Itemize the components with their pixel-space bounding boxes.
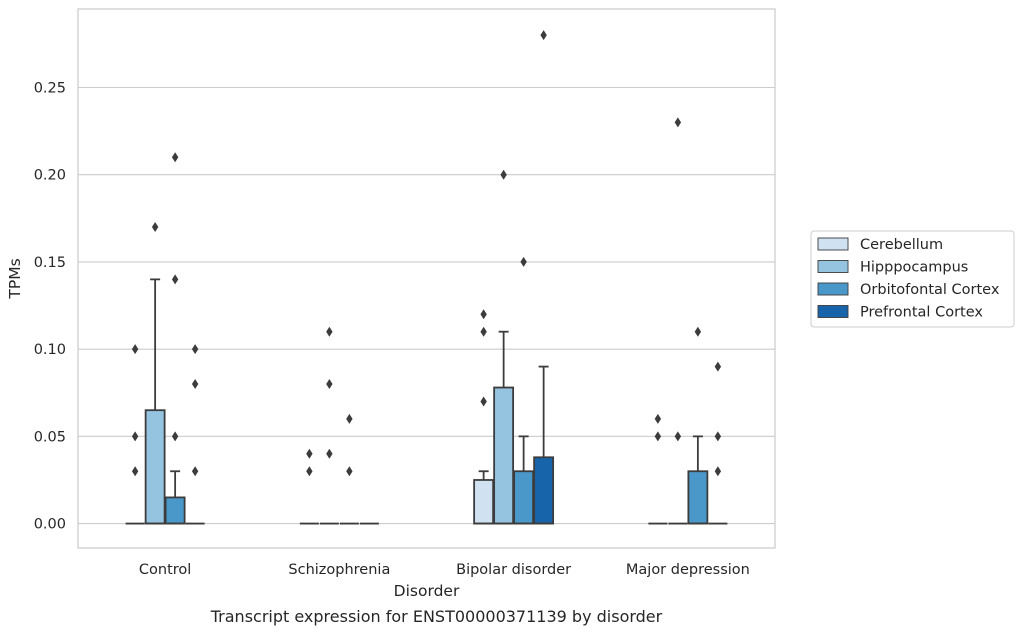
outlier-point bbox=[674, 431, 682, 442]
outlier-point bbox=[171, 152, 179, 163]
box-group bbox=[473, 309, 495, 525]
legend-swatch bbox=[817, 305, 849, 318]
outlier-point bbox=[131, 466, 139, 477]
box-group bbox=[125, 344, 145, 525]
outlier-point bbox=[306, 448, 313, 459]
y-tick-label: 0.25 bbox=[34, 80, 66, 96]
x-axis-label: Disorder bbox=[394, 582, 460, 600]
y-tick-labels: 0.00 0.05 0.10 0.15 0.20 0.25 bbox=[34, 80, 66, 532]
chart-caption: Transcript expression for ENST0000037113… bbox=[210, 607, 663, 626]
outlier-point bbox=[191, 379, 199, 390]
box bbox=[473, 479, 495, 525]
legend-label: Hipppocampus bbox=[860, 260, 968, 276]
outlier-point bbox=[171, 274, 179, 285]
box bbox=[493, 386, 515, 525]
box-group bbox=[299, 448, 319, 525]
x-tick-label: Major depression bbox=[626, 562, 750, 578]
outlier-point bbox=[654, 431, 662, 442]
x-tick-labels: Control Schizophrenia Bipolar disorder Majo… bbox=[139, 562, 750, 578]
box-group bbox=[648, 413, 668, 525]
outlier-point bbox=[654, 413, 662, 424]
legend-frame bbox=[810, 230, 1015, 328]
x-tick-label: Control bbox=[139, 562, 191, 578]
legend-swatch bbox=[817, 282, 849, 296]
y-axis-label: TPMs bbox=[6, 258, 24, 299]
outlier-point bbox=[674, 117, 682, 128]
box-group bbox=[668, 117, 688, 525]
box bbox=[687, 470, 709, 525]
outlier-point bbox=[346, 413, 353, 424]
box-group bbox=[533, 30, 555, 525]
box-group bbox=[687, 326, 709, 525]
outlier-point bbox=[694, 326, 702, 337]
box-group bbox=[185, 344, 205, 525]
legend-swatch bbox=[817, 260, 849, 273]
outlier-point bbox=[480, 309, 487, 320]
legend-label: Cerebellum bbox=[860, 237, 943, 253]
outlier-point bbox=[326, 448, 333, 459]
outlier-point bbox=[326, 326, 333, 337]
legend: Cerebellum Hipppocampus Orbitofontal Corte… bbox=[810, 230, 1015, 328]
box bbox=[533, 456, 555, 525]
box bbox=[144, 409, 166, 525]
box-group bbox=[493, 169, 515, 525]
outlier-point bbox=[714, 466, 722, 477]
legend-label: Orbitofontal Cortex bbox=[860, 282, 1000, 298]
outlier-point bbox=[540, 30, 547, 41]
outlier-point bbox=[346, 466, 353, 477]
outlier-point bbox=[714, 361, 722, 372]
box-group bbox=[339, 413, 359, 525]
box-group bbox=[144, 222, 166, 525]
y-tick-label: 0.20 bbox=[34, 168, 66, 184]
outlier-point bbox=[306, 466, 313, 477]
box-group bbox=[513, 256, 535, 525]
outlier-point bbox=[191, 466, 199, 477]
box bbox=[513, 470, 535, 525]
legend-label: Prefrontal Cortex bbox=[860, 305, 983, 321]
box-group bbox=[319, 326, 339, 525]
outlier-point bbox=[480, 326, 487, 337]
outlier-point bbox=[714, 431, 722, 442]
outlier-point bbox=[520, 256, 527, 267]
legend-swatch bbox=[817, 237, 849, 251]
box bbox=[164, 496, 186, 525]
y-tick-label: 0.00 bbox=[34, 517, 66, 533]
outlier-point bbox=[326, 379, 333, 390]
box-group bbox=[164, 152, 186, 525]
outlier-point bbox=[131, 344, 139, 355]
outlier-point bbox=[500, 169, 507, 180]
y-tick-label: 0.10 bbox=[34, 342, 66, 358]
x-tick-label: Schizophrenia bbox=[288, 562, 390, 578]
outlier-point bbox=[480, 396, 487, 407]
y-tick-label: 0.05 bbox=[34, 429, 66, 445]
plot-frame bbox=[77, 8, 776, 549]
outlier-point bbox=[191, 344, 199, 355]
plot-marks bbox=[125, 30, 728, 525]
outlier-point bbox=[131, 431, 139, 442]
y-tick-label: 0.15 bbox=[34, 255, 66, 271]
box-group bbox=[708, 361, 728, 525]
outlier-point bbox=[151, 222, 159, 233]
x-tick-label: Bipolar disorder bbox=[456, 562, 571, 578]
outlier-point bbox=[171, 431, 179, 442]
